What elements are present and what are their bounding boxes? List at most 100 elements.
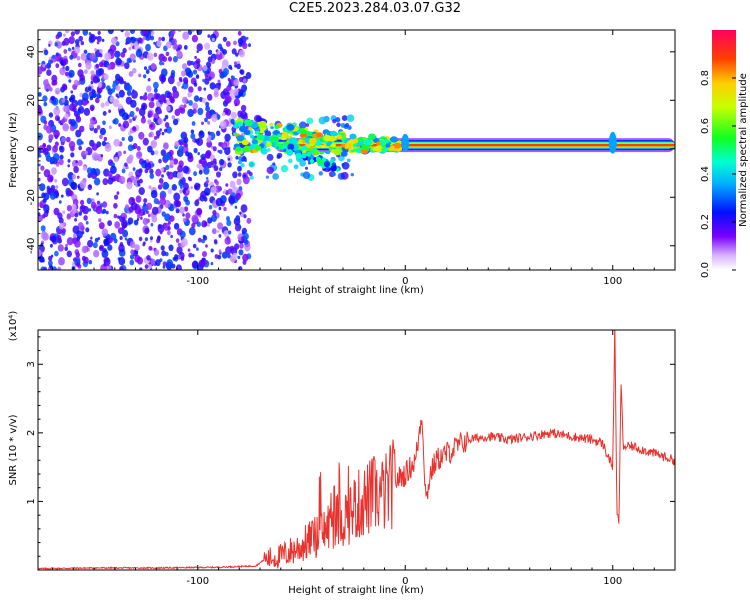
noise-speckle [173,199,180,207]
noise-speckle [153,88,158,93]
noise-speckle [153,52,158,58]
noise-speckle [91,89,96,94]
noise-speckle [48,134,54,141]
noise-speckle [43,124,48,131]
signal-cell [256,134,265,141]
noise-speckle [240,204,248,213]
noise-speckle [78,35,83,42]
noise-speckle [164,160,167,164]
noise-speckle [51,167,57,175]
signal-cell [233,132,238,136]
noise-speckle [346,114,355,123]
noise-speckle [62,123,69,132]
noise-speckle [196,208,202,216]
noise-speckle [241,157,246,162]
noise-speckle [51,74,58,83]
noise-speckle [118,108,126,117]
noise-speckle [129,254,135,260]
noise-speckle [146,52,154,61]
noise-speckle [131,90,138,99]
noise-speckle [225,95,232,104]
noise-speckle [142,217,149,226]
noise-speckle [205,101,210,107]
noise-speckle [217,229,220,233]
noise-speckle [168,149,174,157]
noise-speckle [135,107,140,112]
signal-cell [325,150,331,155]
noise-speckle [265,175,270,179]
noise-speckle [61,194,64,198]
noise-speckle [228,230,232,235]
noise-speckle [111,37,118,45]
noise-speckle [318,116,327,125]
signal-cell [323,134,332,142]
noise-speckle [205,105,211,112]
noise-speckle [120,30,124,33]
noise-speckle [350,173,354,177]
noise-speckle [54,250,59,257]
noise-speckle [341,150,348,157]
noise-speckle [149,168,154,175]
noise-speckle [71,182,78,191]
noise-speckle [176,246,183,255]
signal-cell [308,137,317,145]
noise-speckle [55,52,59,57]
noise-speckle [119,266,124,270]
noise-speckle [218,82,222,86]
noise-speckle [160,245,165,251]
noise-speckle [82,165,87,171]
noise-speckle [177,242,181,247]
noise-speckle [61,228,66,234]
noise-speckle [210,248,214,253]
noise-speckle [161,174,164,178]
noise-speckle [102,111,107,116]
noise-speckle [241,84,248,93]
noise-speckle [97,30,101,35]
noise-speckle [63,105,71,113]
noise-speckle [48,112,54,118]
noise-speckle [49,236,53,241]
noise-speckle [144,237,148,242]
noise-speckle [242,78,247,84]
noise-speckle [242,42,248,50]
signal-cell [349,133,357,140]
noise-speckle [212,210,217,216]
noise-speckle [68,47,71,52]
colorbar-label: Normalized spectral amplitude [738,73,749,227]
noise-speckle [248,171,253,177]
noise-speckle [230,111,237,120]
noise-speckle [77,69,84,77]
noise-speckle [66,136,71,143]
noise-speckle [184,79,189,85]
signal-cell [375,141,381,146]
noise-speckle [159,110,163,114]
noise-speckle [229,245,235,252]
noise-speckle [153,136,158,140]
noise-speckle [38,177,41,182]
noise-speckle [194,184,199,190]
noise-speckle [248,161,256,168]
noise-speckle [191,214,198,223]
noise-speckle [57,228,63,235]
noise-speckle [178,145,184,152]
noise-speckle [217,43,223,50]
noise-speckle [228,64,233,70]
noise-speckle [182,217,187,223]
signal-cell [340,143,346,148]
noise-speckle [194,55,197,60]
noise-speckle [78,62,82,68]
snr-frame [37,329,676,571]
noise-speckle [104,100,110,107]
noise-speckle [61,177,69,187]
noise-speckle [68,79,72,83]
noise-speckle [213,239,218,244]
noise-speckle [43,49,49,56]
spectrogram-panel: -100 0 100 -40 -20 0 20 40 Height of straight l… [8,29,676,296]
noise-speckle [140,216,143,220]
noise-speckle [209,82,216,90]
noise-speckle [74,239,81,248]
noise-speckle [115,57,122,66]
signal-bump [401,133,410,152]
noise-speckle [118,103,123,110]
noise-speckle [336,122,341,128]
